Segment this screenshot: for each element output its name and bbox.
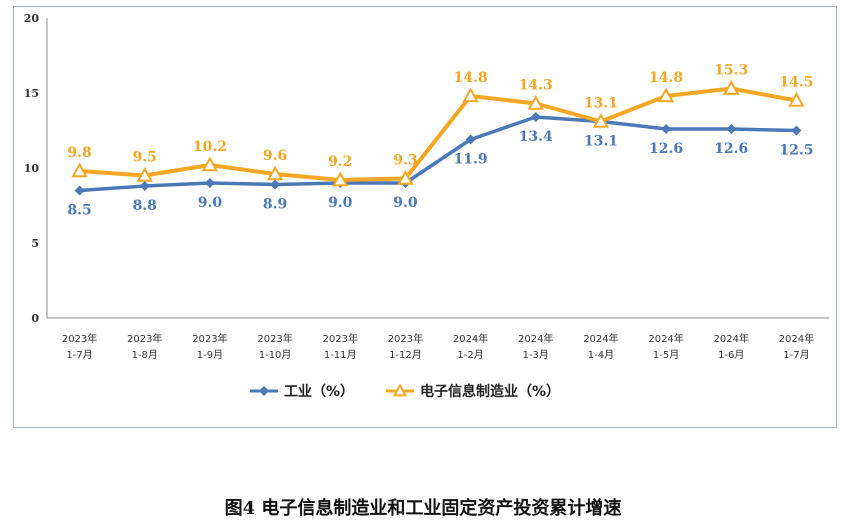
data-label-electronics: 13.1 bbox=[584, 96, 618, 112]
data-label-industry: 13.1 bbox=[584, 134, 618, 150]
series-lines bbox=[77, 86, 799, 193]
data-point-industry bbox=[726, 124, 737, 134]
data-label-electronics: 14.8 bbox=[454, 70, 488, 86]
data-point-electronics bbox=[136, 166, 153, 182]
x-axis-ticks: 2023年 1-7月 2023年 1-8月 2023年 1-9月 2023年 1-10月 202… bbox=[62, 332, 814, 361]
chart-frame: 0 5 10 15 20 2023年 1-7月 2023年 1-8月 2023年 1-9月 2023… bbox=[13, 6, 837, 428]
x-tick-label-year: 2024年 bbox=[779, 332, 814, 345]
x-tick-label-period: 1-11月 bbox=[324, 349, 357, 361]
x-tick-label-year: 2024年 bbox=[453, 332, 488, 345]
data-point-industry bbox=[204, 178, 215, 188]
x-tick-label-year: 2023年 bbox=[388, 332, 423, 345]
legend-item-industry[interactable]: 工业（%） bbox=[250, 384, 354, 400]
data-point-industry bbox=[270, 179, 281, 190]
data-point-electronics bbox=[332, 171, 349, 187]
x-tick-label-year: 2024年 bbox=[714, 332, 749, 345]
x-tick-label-period: 1-3月 bbox=[523, 349, 549, 361]
y-tick-label: 20 bbox=[24, 12, 40, 25]
data-label-industry: 9.0 bbox=[393, 195, 418, 211]
data-label-electronics: 9.3 bbox=[393, 153, 417, 169]
data-label-electronics: 14.8 bbox=[649, 70, 683, 86]
chart-axes bbox=[46, 18, 829, 319]
x-tick-label-period: 1-4月 bbox=[588, 349, 614, 361]
data-label-industry: 12.6 bbox=[649, 141, 683, 157]
series-markers bbox=[71, 79, 805, 196]
x-tick-label-period: 1-5月 bbox=[653, 349, 679, 361]
data-point-electronics bbox=[723, 79, 740, 95]
y-tick-label: 0 bbox=[31, 312, 39, 325]
x-tick-label-period: 1-12月 bbox=[389, 349, 422, 361]
data-point-electronics bbox=[657, 87, 675, 103]
data-label-electronics: 9.8 bbox=[67, 145, 91, 161]
legend-triangle-icon bbox=[392, 383, 408, 397]
chart-caption: 图4 电子信息制造业和工业固定资产投资累计增速 bbox=[224, 498, 622, 519]
data-label-electronics: 10.2 bbox=[193, 139, 227, 155]
data-point-electronics bbox=[592, 112, 610, 128]
data-point-industry bbox=[465, 134, 476, 145]
legend-item-electronics[interactable]: 电子信息制造业（%） bbox=[386, 383, 560, 400]
series-line-electronics bbox=[77, 86, 799, 182]
data-label-industry: 8.9 bbox=[263, 197, 287, 213]
x-tick-label-year: 2024年 bbox=[583, 332, 618, 345]
data-point-electronics bbox=[201, 156, 219, 172]
x-tick-label-period: 1-7月 bbox=[66, 349, 92, 361]
x-tick-label-period: 1-6月 bbox=[718, 349, 744, 361]
data-point-electronics bbox=[462, 87, 479, 103]
x-tick-label-year: 2023年 bbox=[192, 332, 227, 345]
legend: 工业（%） 电子信息制造业（%） bbox=[250, 383, 560, 400]
data-point-electronics bbox=[71, 162, 88, 178]
data-point-industry bbox=[74, 185, 85, 196]
data-label-industry: 9.0 bbox=[328, 195, 353, 211]
data-point-electronics bbox=[397, 169, 414, 185]
x-tick-label-year: 2023年 bbox=[323, 332, 358, 345]
data-label-electronics: 15.3 bbox=[714, 63, 748, 79]
data-point-industry bbox=[661, 124, 672, 134]
data-point-industry bbox=[530, 112, 541, 122]
y-axis-ticks: 0 5 10 15 20 bbox=[24, 12, 40, 325]
data-point-electronics bbox=[788, 91, 805, 107]
data-label-industry: 8.8 bbox=[133, 198, 157, 214]
data-label-industry: 12.5 bbox=[779, 143, 813, 159]
data-label-electronics: 9.6 bbox=[263, 148, 287, 164]
data-point-industry bbox=[791, 125, 802, 136]
data-label-industry: 9.0 bbox=[198, 195, 223, 211]
x-tick-label-year: 2023年 bbox=[127, 332, 162, 345]
x-tick-label-period: 1-2月 bbox=[457, 349, 483, 361]
x-tick-label-period: 1-9月 bbox=[197, 349, 223, 361]
data-label-electronics: 9.5 bbox=[133, 150, 157, 166]
data-label-electronics: 14.3 bbox=[519, 78, 553, 94]
legend-diamond-icon bbox=[259, 386, 269, 396]
data-point-electronics bbox=[527, 94, 544, 110]
x-tick-label-year: 2024年 bbox=[518, 332, 553, 345]
x-tick-label-period: 1-8月 bbox=[132, 349, 158, 361]
y-tick-label: 5 bbox=[31, 237, 39, 250]
data-point-electronics bbox=[266, 165, 284, 181]
legend-label-electronics: 电子信息制造业（%） bbox=[420, 383, 560, 400]
data-label-electronics: 14.5 bbox=[779, 75, 813, 91]
data-point-industry bbox=[139, 181, 150, 191]
y-tick-label: 15 bbox=[24, 87, 39, 100]
series-line-industry bbox=[77, 115, 799, 193]
data-label-industry: 11.9 bbox=[454, 152, 488, 168]
x-tick-label-period: 1-10月 bbox=[259, 349, 292, 361]
series-data-labels: 8.5 8.8 9.0 8.9 9.0 9.0 11.9 13.4 13.1 12.6 12.6 12… bbox=[67, 63, 813, 219]
legend-label-industry: 工业（%） bbox=[284, 384, 354, 400]
x-tick-label-period: 1-7月 bbox=[783, 349, 809, 361]
data-label-electronics: 9.2 bbox=[328, 154, 352, 170]
y-tick-label: 10 bbox=[24, 162, 40, 175]
data-label-industry: 8.5 bbox=[67, 203, 91, 219]
data-label-industry: 12.6 bbox=[714, 141, 748, 157]
x-tick-label-year: 2023年 bbox=[257, 332, 292, 345]
x-tick-label-year: 2023年 bbox=[62, 332, 97, 345]
x-tick-label-year: 2024年 bbox=[648, 332, 683, 345]
data-label-industry: 13.4 bbox=[519, 129, 553, 145]
